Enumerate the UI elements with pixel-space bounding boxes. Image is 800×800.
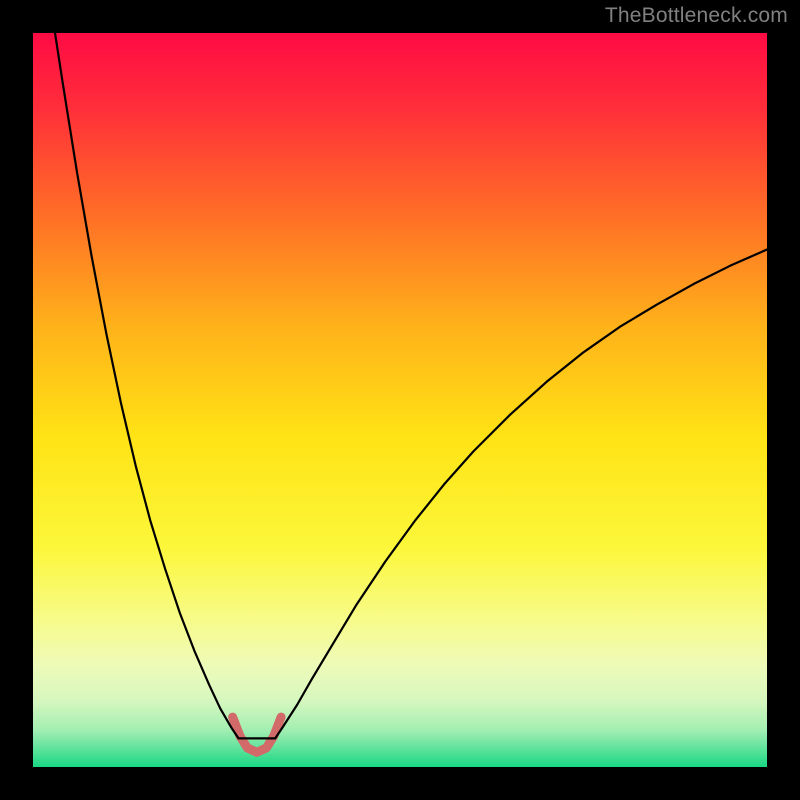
- bottleneck-chart: [0, 0, 800, 800]
- plot-gradient-background: [33, 33, 767, 767]
- chart-stage: TheBottleneck.com: [0, 0, 800, 800]
- watermark-text: TheBottleneck.com: [605, 4, 788, 28]
